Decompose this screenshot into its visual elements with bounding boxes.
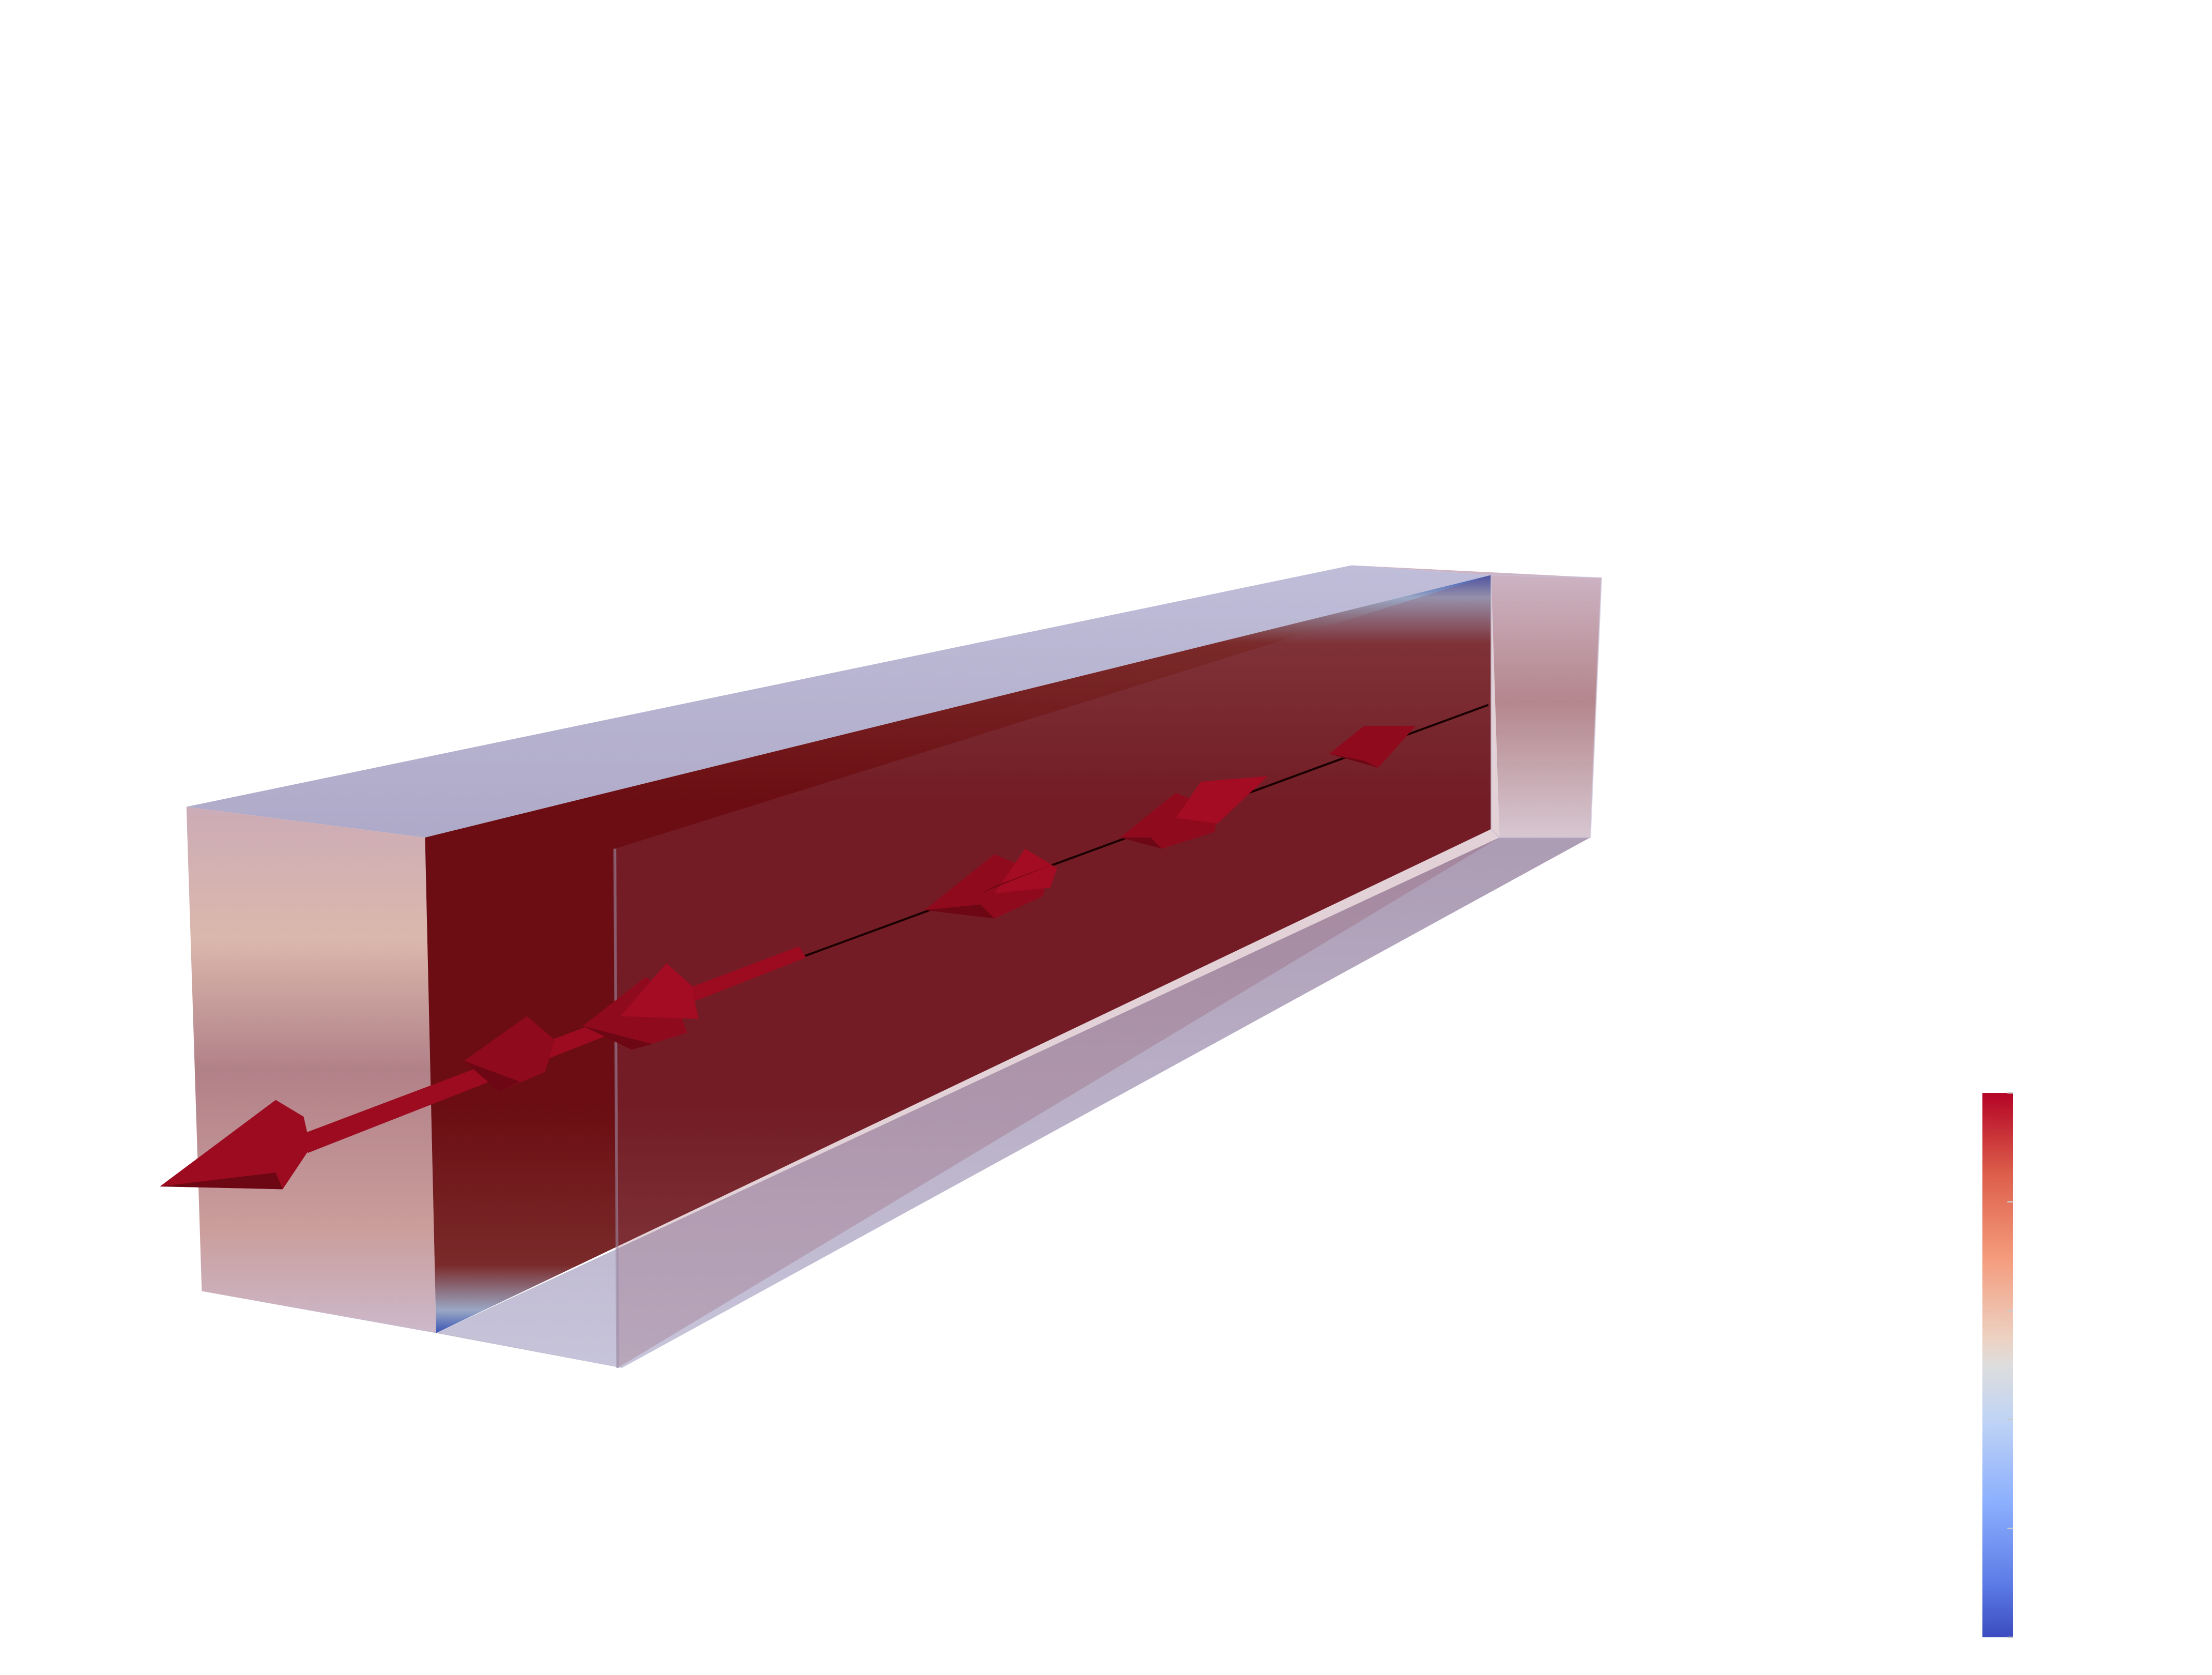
inner-edge-line — [613, 848, 619, 1368]
glyph-arrow-9 — [1329, 726, 1416, 768]
colorbar — [1982, 1092, 2014, 1638]
channel-box-right-edge — [1490, 574, 1602, 839]
glyph-arrow-4 — [620, 963, 699, 1019]
glyph-arrow-10 — [980, 862, 1057, 893]
glyph-arrow-2 — [464, 1016, 555, 1092]
channel-box-top — [186, 565, 1492, 837]
velocity-glyphs — [160, 726, 1416, 1190]
glyph-arrow-6 — [994, 848, 1057, 893]
channel-box-front-face — [186, 806, 436, 1333]
colorbar-gradient — [1982, 1093, 2013, 1638]
glyph-arrow-8 — [1176, 776, 1268, 824]
velocity-cut-plane — [425, 575, 1492, 1333]
colorbar-ticks — [2007, 1092, 2014, 1638]
inner-volume-overlay — [615, 575, 1500, 1368]
channel-box-back — [436, 565, 1602, 1368]
